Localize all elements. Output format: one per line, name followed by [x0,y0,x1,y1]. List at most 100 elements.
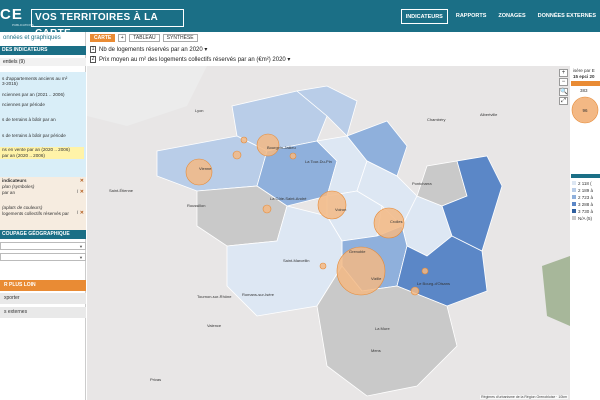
value-bubble[interactable] [317,190,347,220]
legend-swatch [572,202,576,206]
selected-indicator-mode: (aplats de couleurs) [2,205,43,210]
nav-zonages[interactable]: ZONAGES [498,13,526,19]
remove-icon[interactable]: ✕ [79,210,84,216]
territory-regions [156,85,503,397]
map-canvas[interactable]: Lyon Bourgoin-Jallieu Vienne La Tour-Du-Pin… [87,66,570,400]
legend-bubble-mid: 96 [582,108,588,113]
value-bubble[interactable] [336,246,386,296]
legend-title: isère par E [573,68,595,73]
remove-icon[interactable]: ✕ [79,189,84,195]
legend-class-label: 3 730 à [578,208,594,214]
city-label: Le Bourg-d'Oisans [417,281,450,286]
indicator-item[interactable]: s d'appartements anciens au m² [2,76,68,81]
indicator-item-selected[interactable]: ns en vente par an (2020 .. 2006) [0,147,84,153]
city-label: Pontcharra [412,181,432,186]
go-further-header[interactable]: R PLUS LOIN [0,280,86,291]
value-bubble[interactable] [256,133,280,157]
indicator-item[interactable]: 3-2015) [2,81,18,86]
selected-indicators-panel: indicateurs ✕ plan (symboles) par an i ✕… [0,177,86,233]
info-icon[interactable]: i [76,189,78,195]
terrain-area [542,256,570,326]
value-bubble[interactable] [319,262,327,270]
city-label: La Côte-Saint-André [270,196,307,201]
city-label: Bourgoin-Jallieu [267,145,296,150]
close-icon[interactable]: ✕ [79,178,84,184]
value-bubble[interactable] [262,204,272,214]
legend-swatch [572,195,576,199]
region[interactable] [346,120,408,177]
chevron-down-icon: ▼ [79,255,83,260]
city-label: Tournon-sur-Rhône [197,294,232,299]
legend-swatch [572,209,576,213]
indicator-item[interactable]: nciennes par an (2021 .. 2006) [2,92,65,97]
legend-class-label: 2 723 à [578,194,594,200]
zoom-in-button[interactable]: + [559,69,568,77]
legend-swatch [572,188,576,192]
external-data-button[interactable]: s externes [0,307,86,318]
nav-indicateurs[interactable]: INDICATEURS [400,9,448,24]
indicator-number: 1 [90,46,96,53]
essentials-group[interactable]: entiels (9) [0,58,86,66]
legend-subtitle: 15 epci 20 [573,74,595,79]
info-icon[interactable]: i [76,210,78,216]
tab-synthese[interactable]: SYNTHÈSE [162,34,198,42]
indicator-item[interactable]: s de terrains à bâtir par an [2,117,56,122]
city-label: Voiron [335,207,346,212]
map-svg[interactable]: Lyon Bourgoin-Jallieu Vienne La Tour-Du-Pin… [87,66,570,400]
add-map-button[interactable]: + [118,34,127,42]
tab-carte[interactable]: CARTE [90,34,116,42]
legend-bubble-max: 383 [580,88,588,93]
value-bubble[interactable] [240,136,248,144]
zoom-out-button[interactable]: − [559,78,568,86]
bubbles-layer [185,133,429,296]
value-bubble[interactable] [421,267,429,275]
main-panel: CARTE + TABLEAU SYNTHÈSE 1 Nb de logemen… [87,32,600,400]
region[interactable] [296,85,358,137]
indicator-row-2[interactable]: 2 Prix moyen au m² des logements collect… [90,56,290,63]
indicator-item[interactable]: s de terrains à bâtir par période [2,133,66,138]
geo-section-header[interactable]: COUPAGE GÉOGRAPHIQUE [0,230,86,239]
indicators-section-header[interactable]: DES INDICATEURS [0,46,86,55]
region[interactable] [441,155,503,252]
region[interactable] [226,205,343,317]
indicator-label[interactable]: Nb de logements réservés par an 2020 ▾ [99,47,208,53]
legend-class-label: N/A (5) [578,215,593,221]
nav-donnees-externes[interactable]: DONNÉES EXTERNES [537,13,596,19]
value-bubble[interactable] [232,150,242,160]
data-graphs-link[interactable]: onnées et graphiques [3,35,61,41]
logo-subtitle: PUBLICATIONS [12,23,34,27]
geo-territory-select[interactable]: ▼ [0,253,86,261]
value-bubble[interactable] [410,286,420,296]
city-label: Crolles [390,219,402,224]
fullscreen-icon[interactable]: ⤢ [559,97,568,105]
city-label: Vizille [371,276,382,281]
legend-bubble-icon: 96 [571,96,599,124]
city-label: Roussillon [187,203,205,208]
map-credit: Régimes d'urbanisme de la Région Grenobl… [480,395,568,399]
city-label: La Mure [375,326,390,331]
selected-indicator-mode: plan (symboles) [2,184,35,189]
city-label: Privas [150,377,161,382]
city-label: Saint-Marcellin [283,258,309,263]
value-bubble[interactable] [373,207,405,239]
value-bubble[interactable] [289,152,297,160]
selected-indicators-title: indicateurs [2,178,27,183]
tab-tableau[interactable]: TABLEAU [129,34,160,42]
indicator-label[interactable]: Prix moyen au m² des logements collectif… [99,57,291,63]
value-bubble[interactable] [185,158,213,186]
indicator-item-selected[interactable]: par an (2020 .. 2006) [0,153,84,159]
city-label: Valence [207,323,222,328]
nav-rapports[interactable]: RAPPORTS [455,13,487,19]
legend-swatch [572,181,576,185]
city-label: Grenoble [349,249,366,254]
legend-class-label: 3 288 à [578,201,594,207]
indicator-row-1[interactable]: 1 Nb de logements réservés par an 2020 ▾ [90,46,207,53]
view-tabs: CARTE + TABLEAU SYNTHÈSE [90,34,198,42]
export-button[interactable]: xporter [0,293,86,304]
indicator-item[interactable]: nciennes par période [2,102,45,107]
indicator-number: 2 [90,56,96,63]
city-label: Chambéry [427,117,445,122]
search-icon[interactable]: 🔍 [559,88,568,96]
geo-level-select[interactable]: ▼ [0,242,86,250]
legend-swatch [572,216,576,220]
